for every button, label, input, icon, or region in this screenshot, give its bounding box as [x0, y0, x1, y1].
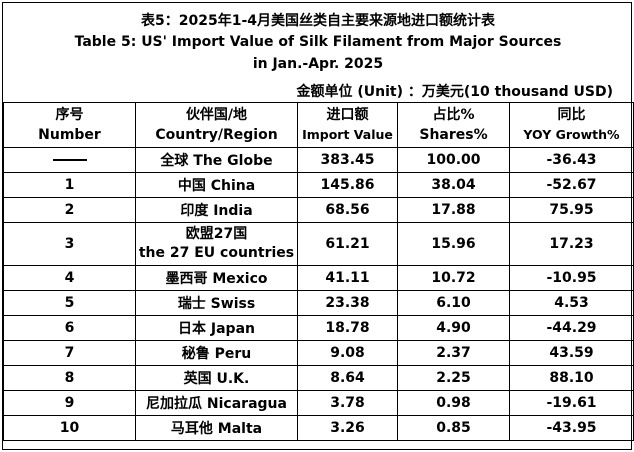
- header-yoy-cn: 同比: [557, 107, 586, 123]
- row-value: 8.64: [297, 365, 398, 391]
- row-value: 3.26: [297, 415, 398, 441]
- table-title-en-period: in Jan.-Apr. 2025: [252, 56, 384, 72]
- row-yoy: -36.43: [509, 147, 634, 173]
- row-yoy: -10.95: [509, 265, 634, 291]
- table-row: 5 瑞士 Swiss 23.38 6.10 4.53: [3, 290, 634, 316]
- row-value: 18.78: [297, 315, 398, 341]
- row-number: 10: [3, 415, 136, 441]
- row-yoy: 4.53: [509, 290, 634, 316]
- table-row: 10 马耳他 Malta 3.26 0.85 -43.95: [3, 415, 634, 441]
- row-number: 3: [3, 222, 136, 266]
- row-yoy: -52.67: [509, 172, 634, 198]
- row-region: 印度 India: [135, 197, 298, 223]
- row-number: 9: [3, 390, 136, 416]
- table-row: 全球 The Globe 383.45 100.00 -36.43: [3, 147, 634, 173]
- row-share: 0.85: [397, 415, 510, 441]
- row-yoy: 43.59: [509, 340, 634, 366]
- row-yoy: -43.95: [509, 415, 634, 441]
- unit-note: 金额单位 (Unit) ：万美元(10 thousand USD): [296, 84, 613, 100]
- row-yoy: 75.95: [509, 197, 634, 223]
- row-share: 15.96: [397, 222, 510, 266]
- table-row: 1 中国 China 145.86 38.04 -52.67: [3, 172, 634, 198]
- header-row: 序号 Number 伙伴国/地 Country/Region 进口额 Impor…: [3, 102, 634, 148]
- table-row: 9 尼加拉瓜 Nicaragua 3.78 0.98 -19.61: [3, 390, 634, 416]
- row-yoy: 17.23: [509, 222, 634, 266]
- row-region: 瑞士 Swiss: [135, 290, 298, 316]
- header-region: 伙伴国/地 Country/Region: [135, 102, 298, 148]
- row-region: 马耳他 Malta: [135, 415, 298, 441]
- table-row: 2 印度 India 68.56 17.88 75.95: [3, 197, 634, 223]
- header-value-en: Import Value: [302, 127, 393, 142]
- row-yoy: -44.29: [509, 315, 634, 341]
- row-value: 68.56: [297, 197, 398, 223]
- header-value: 进口额 Import Value: [297, 102, 398, 148]
- row-number: 1: [3, 172, 136, 198]
- row-region: 尼加拉瓜 Nicaragua: [135, 390, 298, 416]
- row-number: [3, 147, 136, 173]
- row-value: 9.08: [297, 340, 398, 366]
- import-value-table: 序号 Number 伙伴国/地 Country/Region 进口额 Impor…: [3, 102, 634, 441]
- row-region: 全球 The Globe: [135, 147, 298, 173]
- row-value: 41.11: [297, 265, 398, 291]
- table-row: 3 欧盟27国 the 27 EU countries 61.21 15.96 …: [3, 222, 634, 266]
- row-region: 英国 U.K.: [135, 365, 298, 391]
- header-number-cn: 序号: [55, 107, 84, 123]
- dash-mark: [52, 159, 87, 161]
- header-region-cn: 伙伴国/地: [185, 107, 248, 123]
- row-number: 7: [3, 340, 136, 366]
- row-share: 2.37: [397, 340, 510, 366]
- row-share: 0.98: [397, 390, 510, 416]
- header-yoy-en: YOY Growth%: [523, 127, 620, 142]
- row-value: 3.78: [297, 390, 398, 416]
- row-share: 6.10: [397, 290, 510, 316]
- row-number: 2: [3, 197, 136, 223]
- table-title-en: Table 5: US' Import Value of Silk Filame…: [74, 34, 562, 50]
- header-region-en: Country/Region: [155, 127, 278, 143]
- header-number-en: Number: [38, 127, 101, 143]
- row-value: 383.45: [297, 147, 398, 173]
- row-yoy: 88.10: [509, 365, 634, 391]
- row-share: 100.00: [397, 147, 510, 173]
- row-region: 中国 China: [135, 172, 298, 198]
- header-number: 序号 Number: [3, 102, 136, 148]
- header-value-cn: 进口额: [326, 107, 369, 123]
- row-region: 墨西哥 Mexico: [135, 265, 298, 291]
- row-number: 8: [3, 365, 136, 391]
- table-title-cn: 表5：2025年1-4月美国丝类自主要来源地进口额统计表: [141, 13, 495, 29]
- row-value: 145.86: [297, 172, 398, 198]
- row-share: 4.90: [397, 315, 510, 341]
- row-region-en: the 27 EU countries: [138, 245, 295, 261]
- header-share: 占比% Shares%: [397, 102, 510, 148]
- row-share: 2.25: [397, 365, 510, 391]
- row-yoy: -19.61: [509, 390, 634, 416]
- row-region: 欧盟27国 the 27 EU countries: [135, 222, 298, 266]
- row-number: 5: [3, 290, 136, 316]
- row-value: 23.38: [297, 290, 398, 316]
- table-row: 4 墨西哥 Mexico 41.11 10.72 -10.95: [3, 265, 634, 291]
- table-row: 6 日本 Japan 18.78 4.90 -44.29: [3, 315, 634, 341]
- header-yoy: 同比 YOY Growth%: [509, 102, 634, 148]
- row-region: 日本 Japan: [135, 315, 298, 341]
- header-share-cn: 占比%: [432, 107, 475, 123]
- row-region-cn: 欧盟27国: [185, 226, 248, 242]
- row-region: 秘鲁 Peru: [135, 340, 298, 366]
- header-share-en: Shares%: [419, 127, 488, 143]
- row-share: 38.04: [397, 172, 510, 198]
- table-row: 8 英国 U.K. 8.64 2.25 88.10: [3, 365, 634, 391]
- row-share: 17.88: [397, 197, 510, 223]
- row-share: 10.72: [397, 265, 510, 291]
- row-value: 61.21: [297, 222, 398, 266]
- row-number: 4: [3, 265, 136, 291]
- row-number: 6: [3, 315, 136, 341]
- table-row: 7 秘鲁 Peru 9.08 2.37 43.59: [3, 340, 634, 366]
